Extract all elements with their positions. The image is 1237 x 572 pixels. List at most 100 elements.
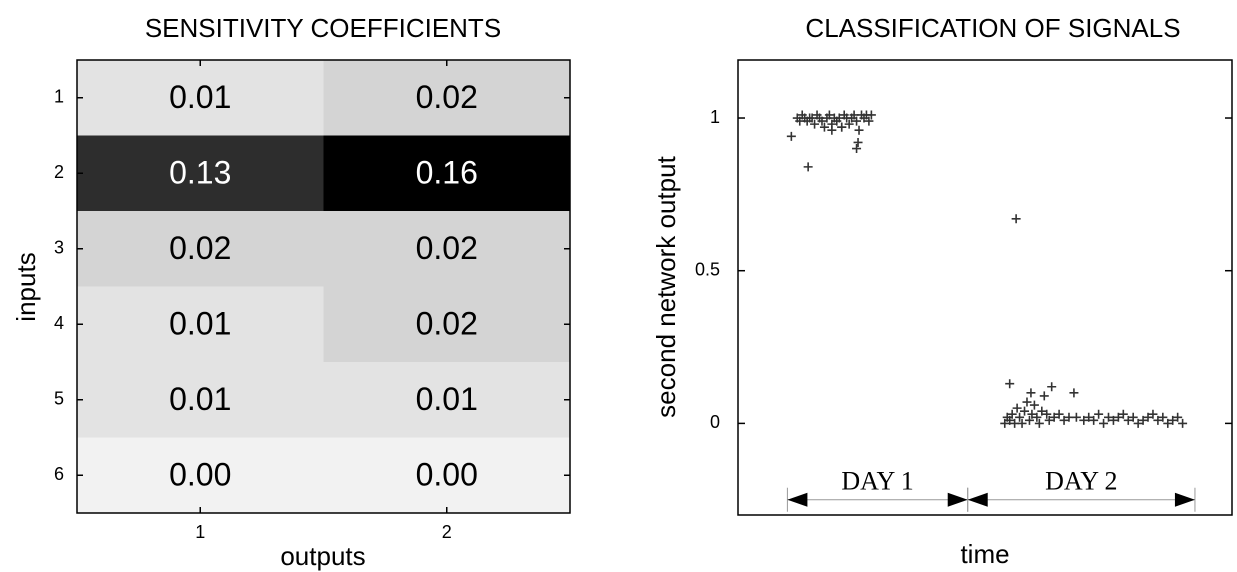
point <box>1069 388 1079 398</box>
point <box>1047 382 1057 392</box>
point <box>837 122 847 132</box>
plot-frame <box>737 59 1233 516</box>
point <box>1153 415 1163 425</box>
point <box>786 131 796 141</box>
heatmap-cell <box>323 362 571 438</box>
cell-label: 0.00 <box>169 457 231 493</box>
point <box>1099 418 1109 428</box>
point <box>1020 406 1030 416</box>
point <box>1027 409 1037 419</box>
arrow-head <box>967 492 988 507</box>
heatmap-cell <box>77 362 324 438</box>
point <box>1044 415 1054 425</box>
point <box>864 116 874 126</box>
cell-label: 0.02 <box>169 230 231 266</box>
y-tick-label: 1 <box>710 107 720 127</box>
point <box>1017 418 1027 428</box>
heatmap-cell <box>77 60 324 136</box>
heatmap-cell <box>323 286 571 363</box>
chart-title: SENSITIVITY COEFFICIENTS <box>145 13 501 43</box>
point <box>1042 409 1052 419</box>
point <box>1024 415 1034 425</box>
y-axis-label: inputs <box>11 252 41 321</box>
cell-label: 0.01 <box>169 79 231 115</box>
heatmap-cell <box>323 211 571 287</box>
point <box>1039 391 1049 401</box>
plot-frame <box>76 59 571 514</box>
cell-label: 0.01 <box>416 381 478 417</box>
point <box>1032 412 1042 422</box>
point <box>819 122 829 132</box>
point <box>1158 412 1168 422</box>
y-tick-label: 5 <box>54 389 64 409</box>
point <box>1022 397 1032 407</box>
y-tick-label: 2 <box>54 162 64 182</box>
point <box>1054 409 1064 419</box>
y-axis-label: second network output <box>651 155 681 417</box>
point <box>1007 409 1017 419</box>
point <box>1173 412 1183 422</box>
point <box>1037 406 1047 416</box>
point <box>1034 418 1044 428</box>
point <box>1138 415 1148 425</box>
annotation: DAY 1 <box>841 467 913 496</box>
heatmap-cell <box>77 437 324 514</box>
point <box>1113 412 1123 422</box>
point <box>1168 415 1178 425</box>
point <box>1148 409 1158 419</box>
y-tick-label: 4 <box>54 313 64 333</box>
x-axis-label: time <box>960 539 1009 569</box>
point <box>1011 214 1021 224</box>
heatmap-cell <box>323 135 571 212</box>
point <box>1094 409 1104 419</box>
point <box>1104 412 1113 422</box>
point <box>866 110 876 120</box>
cell-label: 0.01 <box>169 306 231 342</box>
arrow-head <box>787 492 808 507</box>
point <box>854 125 864 135</box>
point <box>853 137 863 147</box>
y-tick-label: 3 <box>54 238 64 258</box>
point <box>1089 415 1099 425</box>
point <box>1178 418 1188 428</box>
x-axis-label: outputs <box>280 541 365 571</box>
cell-label: 0.02 <box>416 230 478 266</box>
heatmap-cell <box>77 286 324 363</box>
point <box>1012 403 1022 413</box>
x-tick-label: 2 <box>442 522 452 542</box>
point <box>1133 418 1143 428</box>
y-tick-label: 6 <box>54 464 64 484</box>
point <box>1108 415 1118 425</box>
point <box>1049 412 1059 422</box>
heatmap-cell <box>77 211 324 287</box>
annotation: DAY 2 <box>1045 467 1117 496</box>
point <box>1079 415 1089 425</box>
point <box>824 110 834 120</box>
point <box>1029 400 1039 410</box>
point <box>1005 379 1015 389</box>
cell-label: 0.16 <box>416 155 478 191</box>
point <box>1084 412 1094 422</box>
point <box>1143 412 1153 422</box>
point <box>827 125 837 135</box>
y-tick-label: 0 <box>710 412 720 432</box>
point <box>1118 409 1128 419</box>
point <box>1015 412 1025 422</box>
heatmap-cell <box>77 135 324 212</box>
point <box>1000 418 1010 428</box>
point <box>844 119 854 129</box>
point <box>852 116 862 126</box>
point <box>803 162 813 172</box>
y-tick-label: 0.5 <box>695 259 720 279</box>
point <box>817 116 827 126</box>
point <box>1071 412 1081 422</box>
chart-title: CLASSIFICATION OF SIGNALS <box>805 13 1180 43</box>
point <box>1026 388 1036 398</box>
point <box>1163 418 1173 428</box>
arrow-head <box>947 492 968 507</box>
point <box>810 119 820 129</box>
arrow-head <box>1174 492 1195 507</box>
cell-label: 0.02 <box>416 79 478 115</box>
y-tick-label: 1 <box>54 87 64 107</box>
heatmap-cell <box>323 437 571 514</box>
